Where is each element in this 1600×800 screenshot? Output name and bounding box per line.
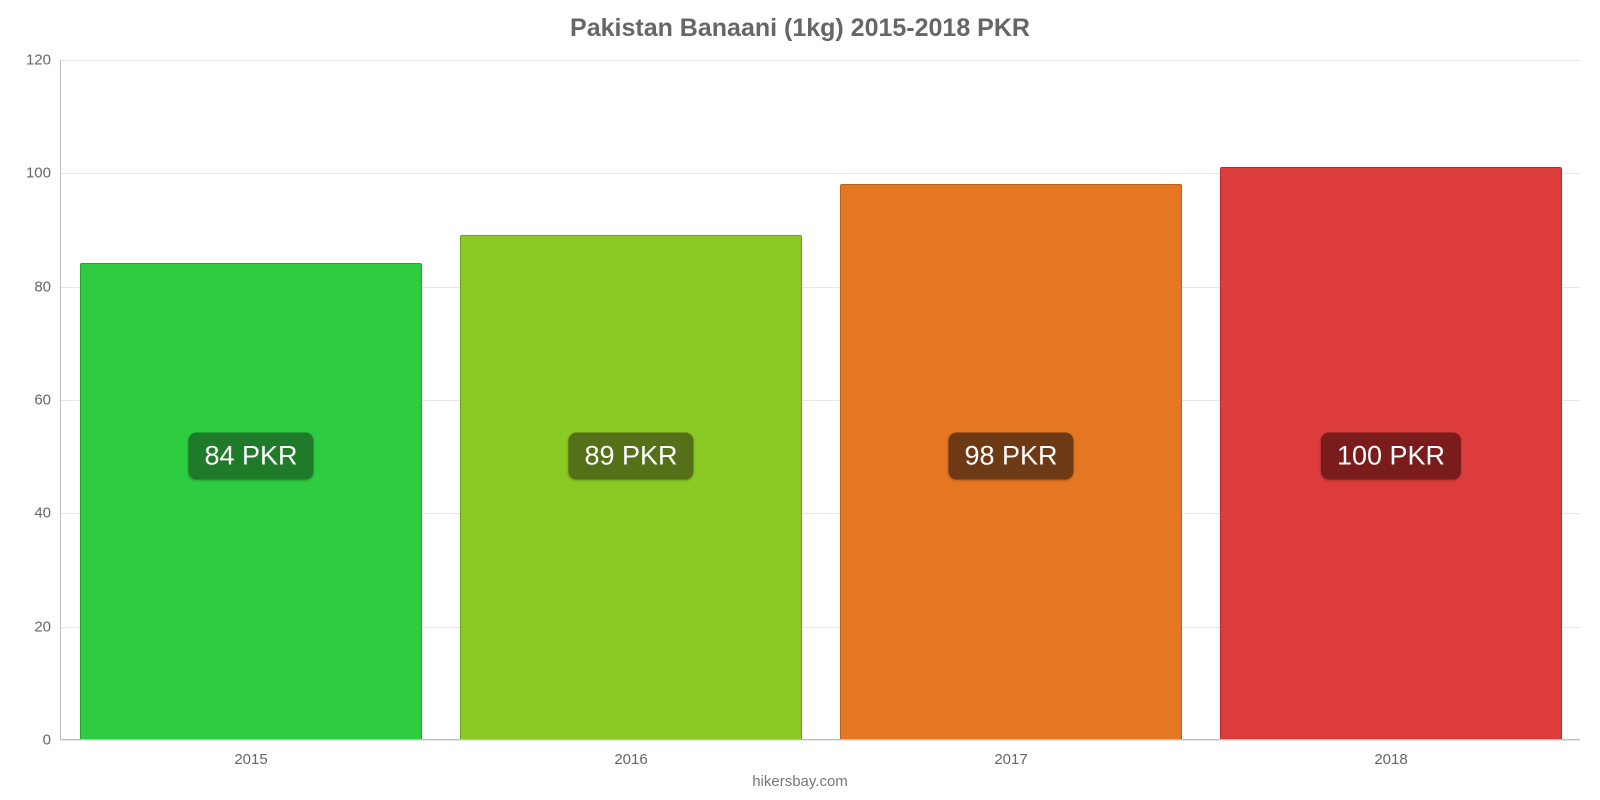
y-tick-label: 0 [43,732,61,749]
gridline [61,60,1580,61]
bar-value-label: 89 PKR [568,432,693,479]
y-tick-label: 60 [34,392,61,409]
bar-value-label: 98 PKR [948,432,1073,479]
bar-chart: Pakistan Banaani (1kg) 2015-2018 PKR 020… [0,0,1600,800]
bar: 98 PKR [840,184,1182,739]
chart-title: Pakistan Banaani (1kg) 2015-2018 PKR [0,14,1600,43]
y-tick-label: 80 [34,278,61,295]
x-tick-label: 2017 [994,739,1027,768]
x-tick-label: 2016 [614,739,647,768]
y-tick-label: 40 [34,505,61,522]
gridline [61,740,1580,741]
x-tick-label: 2018 [1374,739,1407,768]
bar: 100 PKR [1220,167,1562,739]
y-tick-label: 20 [34,618,61,635]
bar-value-label: 84 PKR [188,432,313,479]
y-tick-label: 120 [26,52,61,69]
chart-footer: hikersbay.com [0,773,1600,790]
y-tick-label: 100 [26,165,61,182]
x-tick-label: 2015 [234,739,267,768]
bar: 84 PKR [80,263,422,739]
bar-value-label: 100 PKR [1321,432,1461,479]
bar: 89 PKR [460,235,802,739]
plot-area: 02040608010012084 PKR201589 PKR201698 PK… [60,60,1580,740]
